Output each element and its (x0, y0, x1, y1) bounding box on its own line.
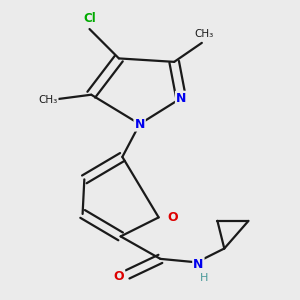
Text: N: N (193, 258, 204, 271)
Text: CH₃: CH₃ (194, 29, 213, 39)
Text: CH₃: CH₃ (38, 95, 58, 105)
Text: H: H (200, 273, 208, 283)
Text: N: N (176, 92, 186, 105)
Text: O: O (167, 211, 178, 224)
Text: N: N (134, 118, 145, 130)
Text: Cl: Cl (83, 12, 96, 25)
Text: O: O (114, 270, 124, 283)
